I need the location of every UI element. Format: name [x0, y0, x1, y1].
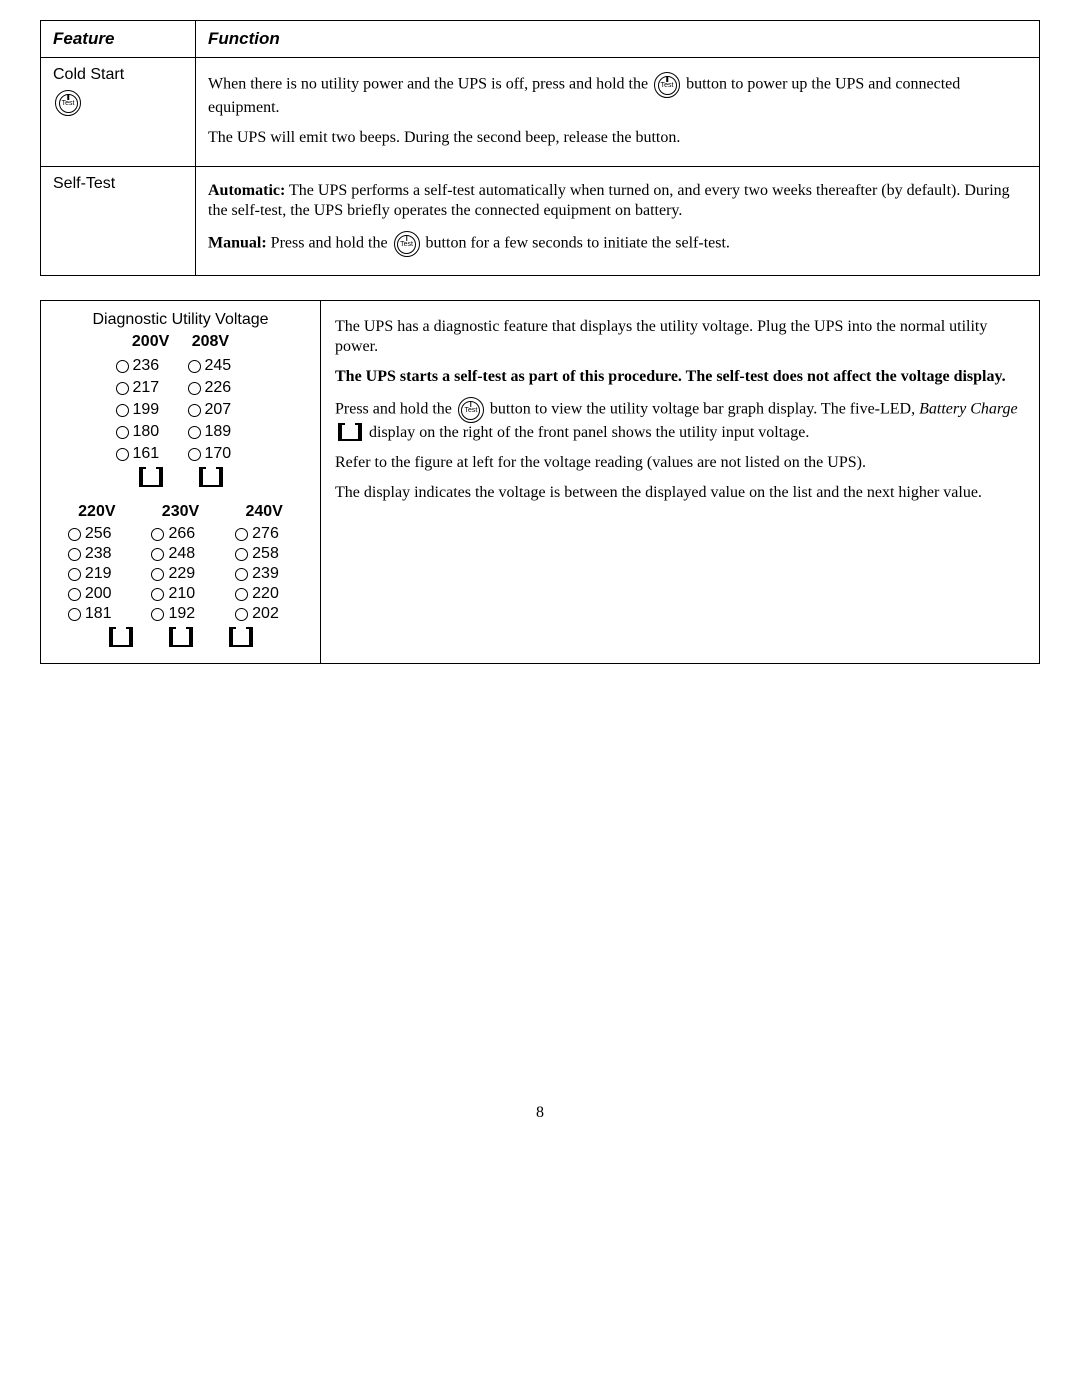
led-icon	[68, 568, 81, 581]
led-icon	[68, 608, 81, 621]
coldstart-label: Cold Start	[53, 66, 183, 84]
led-icon	[188, 404, 201, 417]
diag-cols-2: 200V 208V	[55, 333, 306, 351]
two-col-block: 236245 217226 199207 180189 161170	[55, 355, 306, 493]
led-icon	[235, 588, 248, 601]
voltage-left-cell: Diagnostic Utility Voltage 200V 208V 236…	[41, 301, 321, 664]
led-icon	[188, 426, 201, 439]
right-p3: Press and hold the Test button to view t…	[335, 397, 1025, 443]
box-icon	[109, 629, 133, 647]
header-function: Function	[196, 21, 1040, 58]
led-icon	[235, 548, 248, 561]
led-icon	[235, 528, 248, 541]
selftest-p1: Automatic: The UPS performs a self-test …	[208, 181, 1027, 221]
test-icon: Test	[654, 72, 680, 98]
led-icon	[68, 548, 81, 561]
coldstart-p1: When there is no utility power and the U…	[208, 72, 1027, 118]
page-number: 8	[40, 1104, 1040, 1122]
cell-selftest-function: Automatic: The UPS performs a self-test …	[196, 167, 1040, 276]
test-icon: Test	[55, 90, 81, 116]
coldstart-icon-wrap: Test	[53, 90, 183, 116]
led-icon	[68, 588, 81, 601]
voltage-right-cell: The UPS has a diagnostic feature that di…	[321, 301, 1040, 664]
box-icon	[199, 469, 223, 487]
led-icon	[116, 448, 129, 461]
feature-table: Feature Function Cold Start Test When th…	[40, 20, 1040, 276]
three-col-block: 256266276 238248258 219229239 200210220 …	[55, 525, 306, 653]
led-icon	[188, 360, 201, 373]
led-icon	[151, 588, 164, 601]
led-icon	[68, 528, 81, 541]
coldstart-p2: The UPS will emit two beeps. During the …	[208, 128, 1027, 148]
right-p1: The UPS has a diagnostic feature that di…	[335, 317, 1025, 357]
triple-header: 220V 230V 240V	[55, 503, 306, 521]
box-icon	[338, 425, 362, 441]
led-icon	[151, 568, 164, 581]
right-p4: Refer to the figure at left for the volt…	[335, 453, 1025, 473]
header-feature: Feature	[41, 21, 196, 58]
led-icon	[188, 382, 201, 395]
led-icon	[235, 568, 248, 581]
led-icon	[116, 404, 129, 417]
led-icon	[151, 608, 164, 621]
box-icon	[139, 469, 163, 487]
right-p2: The UPS starts a self-test as part of th…	[335, 367, 1025, 387]
test-icon: Test	[458, 397, 484, 423]
diag-title: Diagnostic Utility Voltage	[55, 311, 306, 329]
led-icon	[235, 608, 248, 621]
led-icon	[116, 426, 129, 439]
led-icon	[116, 382, 129, 395]
led-icon	[151, 528, 164, 541]
cell-coldstart-feature: Cold Start Test	[41, 58, 196, 167]
diagnostic-table: Diagnostic Utility Voltage 200V 208V 236…	[40, 300, 1040, 664]
cell-selftest-feature: Self-Test	[41, 167, 196, 276]
box-icon	[169, 629, 193, 647]
test-icon: Test	[394, 231, 420, 257]
led-icon	[188, 448, 201, 461]
cell-coldstart-function: When there is no utility power and the U…	[196, 58, 1040, 167]
led-icon	[116, 360, 129, 373]
led-icon	[151, 548, 164, 561]
right-p5: The display indicates the voltage is bet…	[335, 483, 1025, 503]
selftest-p2: Manual: Press and hold the Test button f…	[208, 231, 1027, 257]
box-icon	[229, 629, 253, 647]
